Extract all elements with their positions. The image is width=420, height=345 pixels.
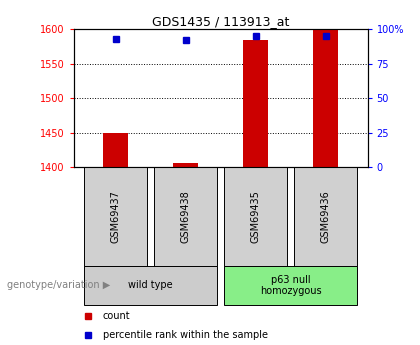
Bar <box>243 40 268 167</box>
Text: wild type: wild type <box>128 280 173 290</box>
Bar <box>84 266 217 305</box>
Bar <box>294 167 357 266</box>
Bar <box>173 163 198 167</box>
Bar <box>154 167 217 266</box>
Text: p63 null
homozygous: p63 null homozygous <box>260 275 321 296</box>
Title: GDS1435 / 113913_at: GDS1435 / 113913_at <box>152 15 289 28</box>
Text: GSM69438: GSM69438 <box>181 190 191 243</box>
Bar <box>224 266 357 305</box>
Bar <box>103 133 128 167</box>
Text: percentile rank within the sample: percentile rank within the sample <box>103 330 268 340</box>
Text: genotype/variation ▶: genotype/variation ▶ <box>7 280 110 290</box>
Bar <box>84 167 147 266</box>
Text: GSM69435: GSM69435 <box>250 190 260 243</box>
Text: GSM69436: GSM69436 <box>320 190 331 243</box>
Text: GSM69437: GSM69437 <box>110 190 121 243</box>
Bar <box>224 167 287 266</box>
Bar <box>313 29 338 167</box>
Text: count: count <box>103 312 131 322</box>
